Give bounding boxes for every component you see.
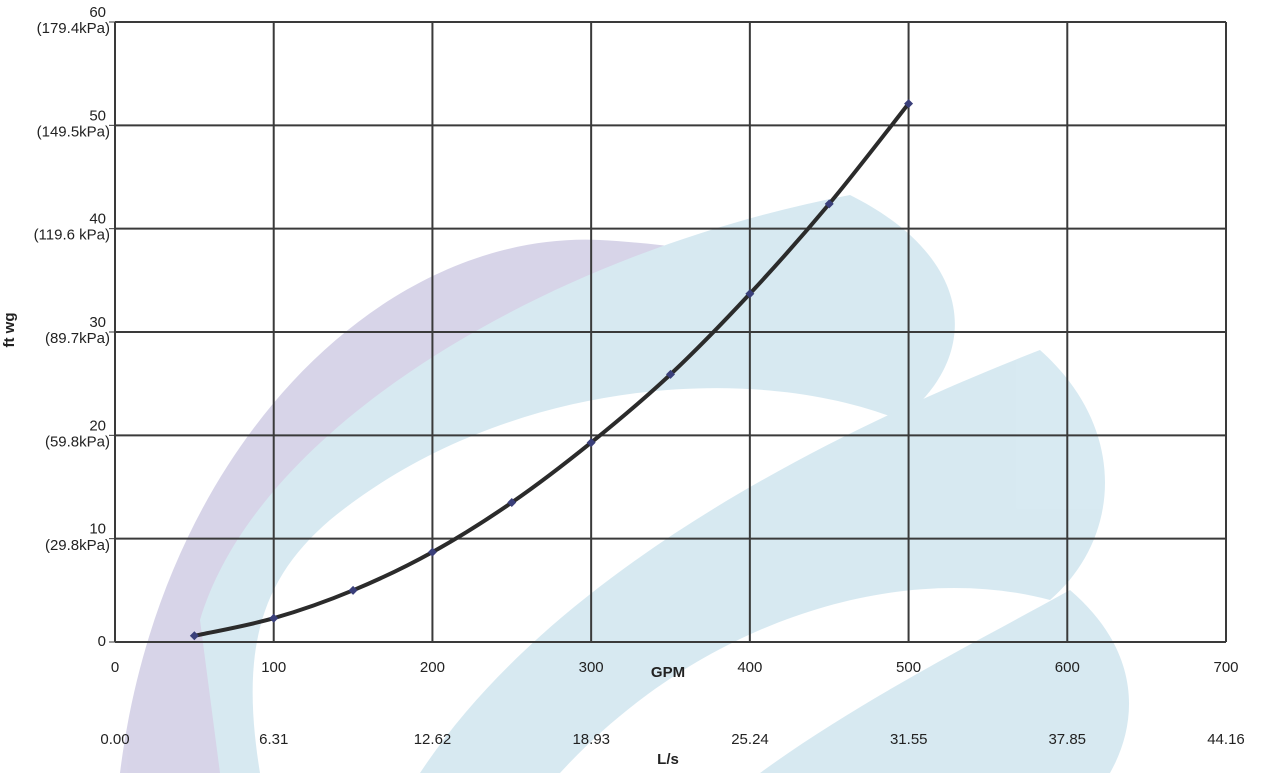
y2-tick-label: (29.8kPa) xyxy=(45,537,110,554)
x2-axis-title: L/s xyxy=(657,751,679,768)
y-tick-label: 20 xyxy=(89,417,106,434)
y-axis-title: ft wg xyxy=(1,313,18,348)
x-tick-label: 300 xyxy=(579,659,604,676)
data-point xyxy=(745,289,755,299)
y-tick-label: 40 xyxy=(89,211,106,228)
data-point xyxy=(348,585,358,595)
y2-tick-label: (119.6 kPa) xyxy=(34,227,110,244)
data-point xyxy=(586,438,596,448)
watermark-swoosh xyxy=(760,590,1130,773)
x2-tick-label: 25.24 xyxy=(731,731,769,748)
x-tick-label: 700 xyxy=(1213,659,1238,676)
x-tick-label: 0 xyxy=(111,659,119,676)
y2-tick-label: (59.8kPa) xyxy=(45,433,110,450)
data-point xyxy=(507,498,517,507)
y-tick-label: 10 xyxy=(89,521,106,538)
y-tick-label: 60 xyxy=(89,4,106,21)
watermark-swoosh xyxy=(200,195,955,773)
x2-tick-label: 18.93 xyxy=(572,731,610,748)
x-tick-label: 100 xyxy=(261,659,286,676)
y2-tick-label: (179.4kPa) xyxy=(37,20,110,37)
x-tick-label: 600 xyxy=(1055,659,1080,676)
y2-tick-label: (149.5kPa) xyxy=(37,123,110,140)
y2-tick-label: (89.7kPa) xyxy=(45,330,110,347)
watermark-swoosh xyxy=(420,350,1105,773)
watermark xyxy=(120,195,1130,773)
data-point xyxy=(824,199,834,209)
watermark-swoosh xyxy=(120,239,930,773)
data-point xyxy=(189,631,199,641)
data-point xyxy=(269,613,279,623)
x2-tick-label: 12.62 xyxy=(414,731,452,748)
x2-tick-label: 31.55 xyxy=(890,731,928,748)
data-point xyxy=(427,547,437,557)
x2-tick-label: 6.31 xyxy=(259,731,288,748)
x-axis-title: GPM xyxy=(651,664,685,681)
y-tick-label: 50 xyxy=(89,107,106,124)
x-tick-label: 400 xyxy=(737,659,762,676)
x2-tick-label: 37.85 xyxy=(1048,731,1086,748)
x2-tick-label: 44.16 xyxy=(1207,731,1245,748)
data-point xyxy=(904,99,914,109)
y-tick-label: 30 xyxy=(89,314,106,331)
x-tick-label: 500 xyxy=(896,659,921,676)
series-line xyxy=(193,102,911,638)
x2-tick-label: 0.00 xyxy=(100,731,129,748)
data-point xyxy=(666,369,675,379)
x-tick-label: 200 xyxy=(420,659,445,676)
y-tick-label: 0 xyxy=(98,633,106,650)
